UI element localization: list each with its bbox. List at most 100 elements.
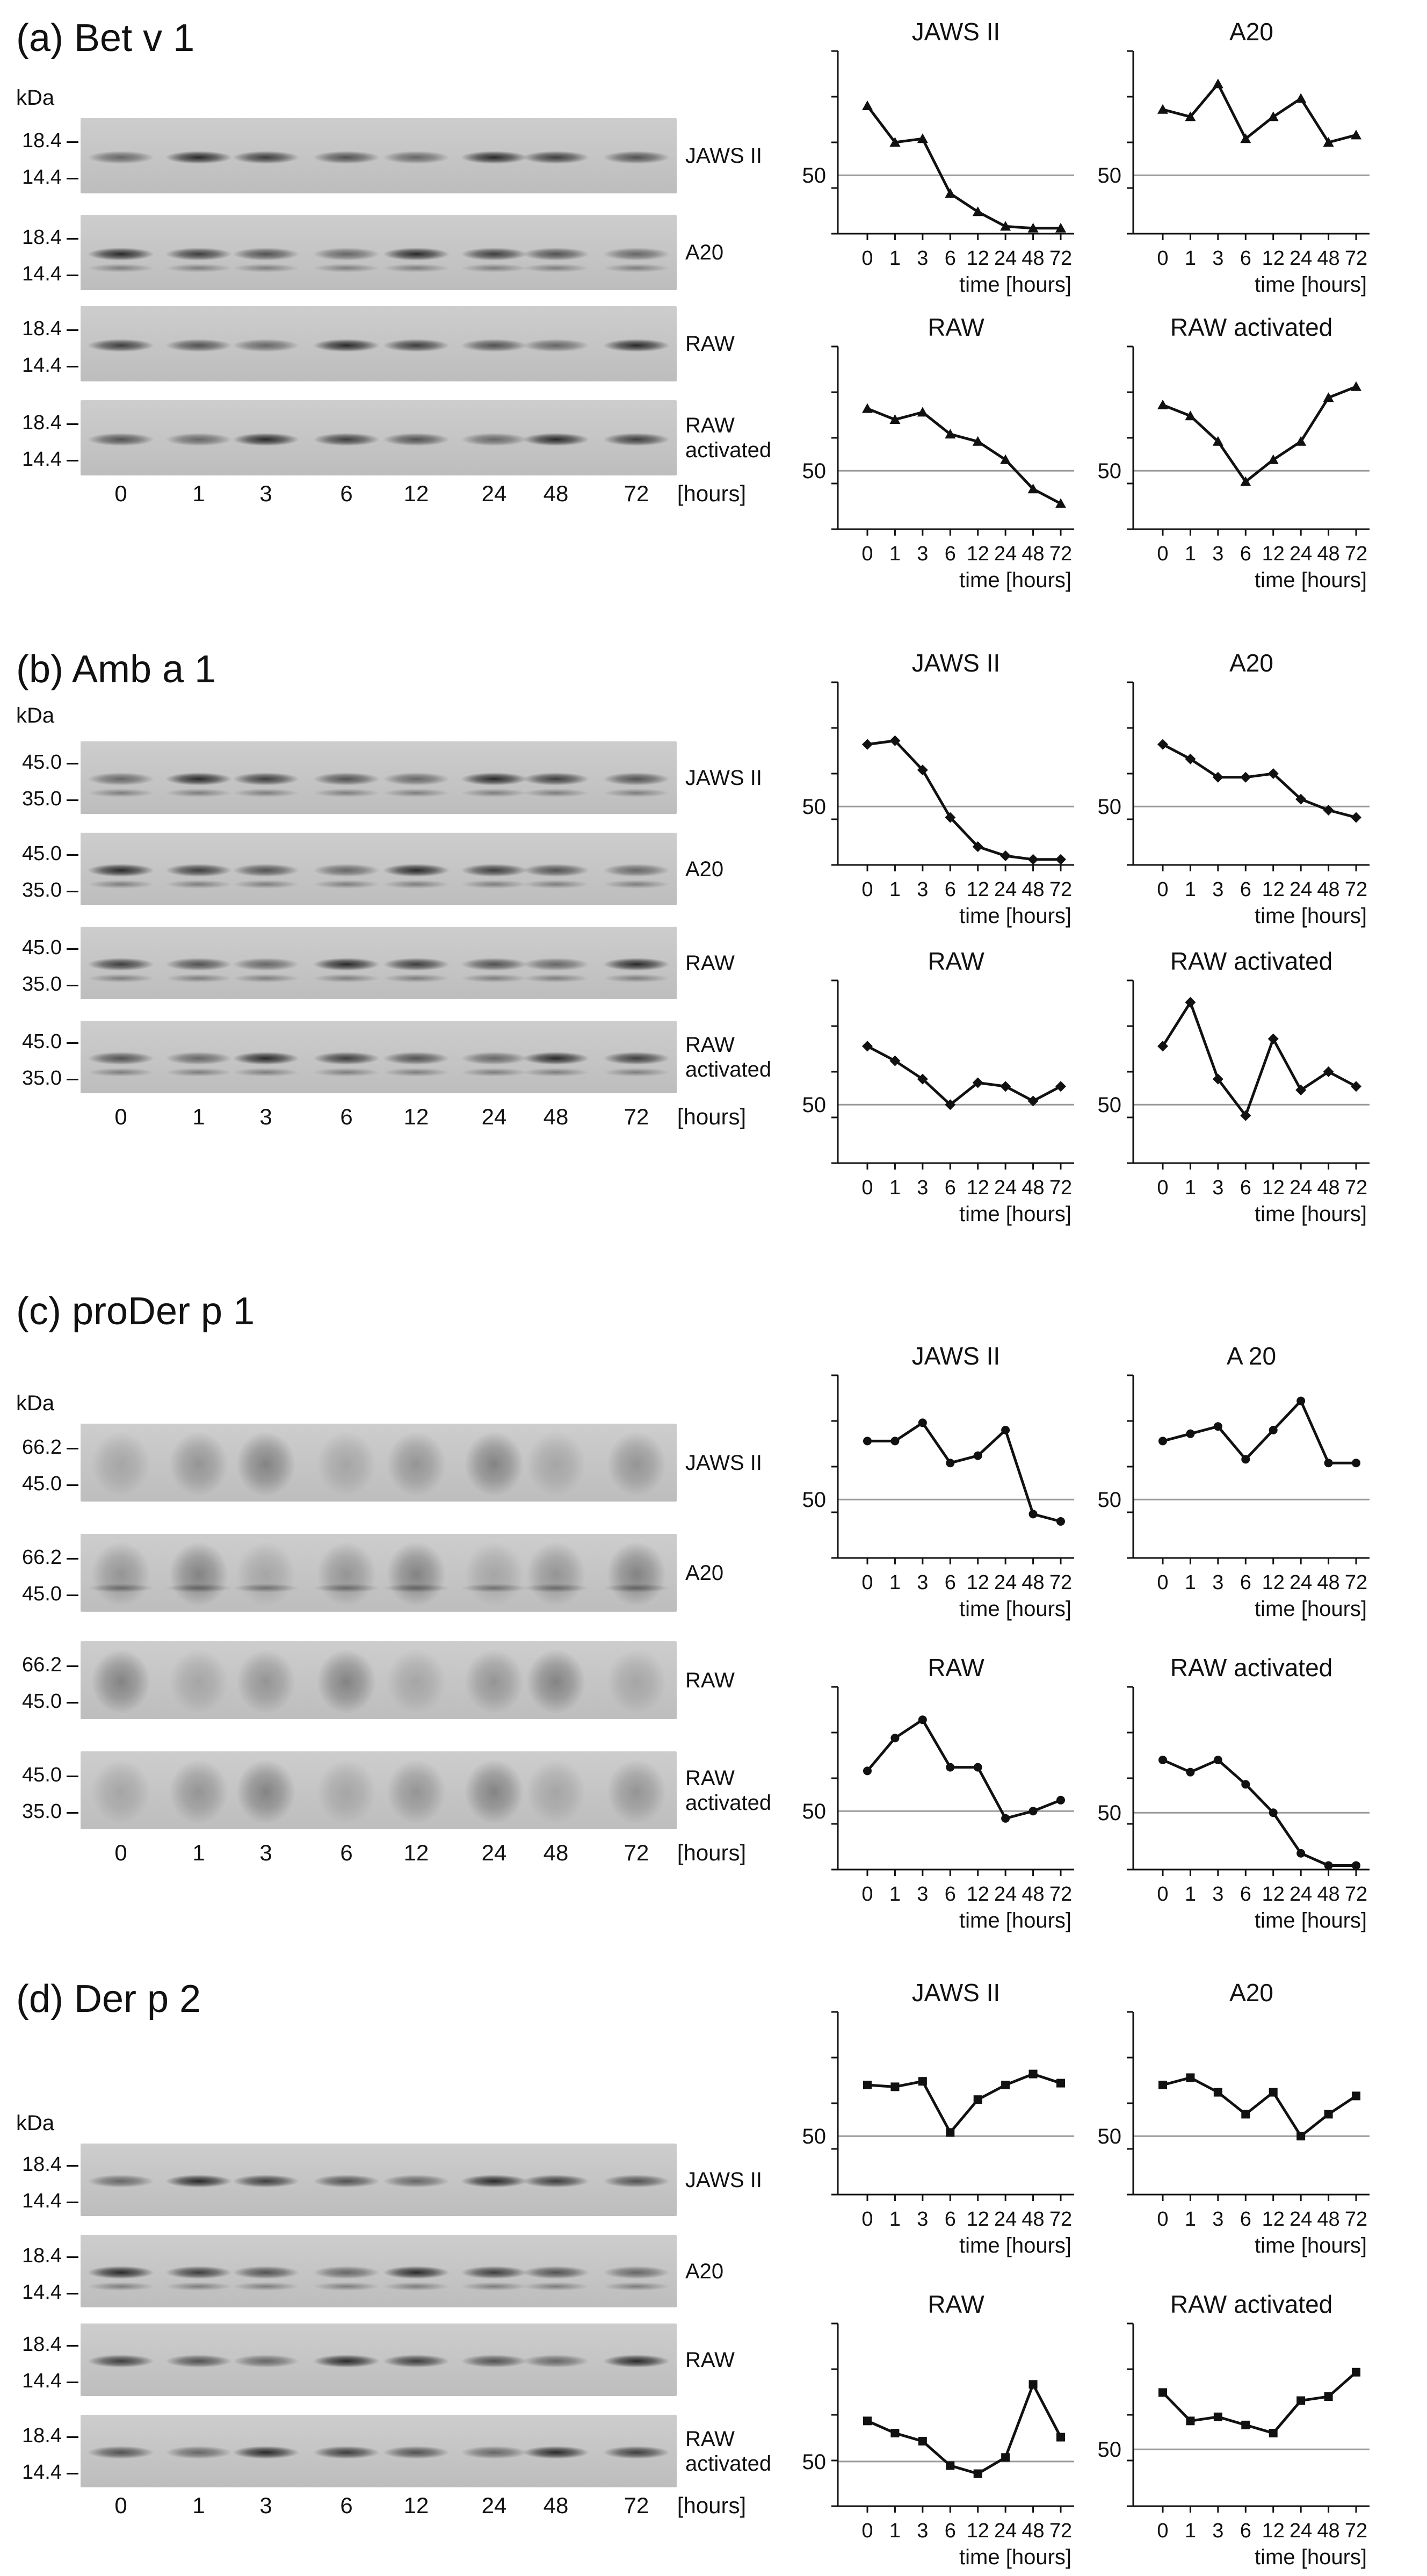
- mw-marker-tick: [67, 1042, 78, 1044]
- line-chart: A20 50 0 1 3 6 12 24 48 72 time [hours]: [1098, 18, 1370, 297]
- x-tick-label: 12: [967, 2208, 989, 2231]
- mw-marker-tick: [67, 2202, 78, 2203]
- data-point: [1296, 1396, 1306, 1405]
- data-point: [1323, 137, 1334, 147]
- data-point: [1028, 2069, 1038, 2079]
- data-point: [1056, 2433, 1065, 2442]
- panel-title: (a) Bet v 1: [16, 17, 195, 60]
- x-tick-label: 48: [1317, 878, 1339, 901]
- x-axis-label: time [hours]: [959, 1597, 1071, 1621]
- mw-marker-tick: [67, 460, 78, 461]
- data-point: [862, 739, 873, 750]
- data-point: [863, 2416, 872, 2426]
- mw-marker-label: 45.0: [22, 936, 62, 959]
- x-tick-label: 0: [1157, 247, 1168, 270]
- data-point: [1213, 1756, 1222, 1764]
- mw-marker-label: 14.4: [22, 2461, 62, 2484]
- data-point: [1027, 222, 1039, 233]
- data-point: [890, 1734, 900, 1743]
- mw-marker-label: 35.0: [22, 1067, 62, 1089]
- x-tick-label: 12: [967, 1177, 989, 1199]
- data-point: [1000, 850, 1011, 861]
- y-tick-label: 50: [802, 1093, 827, 1117]
- lane-label: 12: [403, 1840, 429, 1865]
- data-point: [1241, 2420, 1250, 2429]
- x-tick-label: 12: [967, 1883, 989, 1906]
- data-point: [1269, 1808, 1278, 1817]
- x-tick-label: 0: [861, 1571, 873, 1594]
- mw-marker-label: 35.0: [22, 788, 62, 810]
- cell-line-label: RAW activated: [685, 2427, 772, 2476]
- line-chart: A 20 50 0 1 3 6 12 24 48 72 time [hours]: [1098, 1342, 1370, 1621]
- data-point: [1352, 2368, 1360, 2377]
- data-point: [1186, 2073, 1195, 2082]
- data-line: [866, 2381, 1062, 2476]
- mw-marker-label: 18.4: [22, 226, 62, 249]
- data-point: [1351, 381, 1361, 391]
- data-point: [863, 1766, 872, 1776]
- mw-marker-label: 14.4: [22, 448, 62, 471]
- data-point: [1027, 484, 1039, 494]
- data-point: [1241, 2110, 1250, 2119]
- lane-label: 3: [259, 1104, 272, 1129]
- data-point: [918, 1418, 927, 1427]
- x-tick-label: 3: [917, 247, 928, 270]
- data-point: [1212, 771, 1223, 783]
- x-tick-label: 6: [1240, 1571, 1251, 1594]
- mw-marker-tick: [67, 891, 78, 892]
- line-chart: JAWS II 50 0 1 3 6 12 24 48 72 time [hours]: [802, 1342, 1074, 1621]
- kda-label: kDa: [16, 2111, 55, 2135]
- x-tick-label: 0: [861, 1177, 873, 1199]
- data-line: [1161, 999, 1357, 1119]
- data-point: [1240, 133, 1251, 143]
- data-point: [1295, 436, 1307, 446]
- lane-label: 72: [624, 2493, 649, 2518]
- y-tick-label: 50: [802, 1488, 827, 1512]
- lane-label: 48: [543, 2493, 569, 2518]
- data-point: [1158, 1437, 1167, 1446]
- mw-marker-label: 45.0: [22, 1764, 62, 1786]
- data-point: [918, 1715, 927, 1724]
- data-point: [1324, 1861, 1333, 1870]
- data-line: [1162, 81, 1357, 144]
- cell-line-label: JAWS II: [685, 766, 762, 790]
- y-tick-label: 50: [1098, 2438, 1122, 2462]
- data-point: [945, 1099, 956, 1110]
- mw-marker-tick: [67, 1448, 78, 1449]
- x-tick-label: 3: [1212, 247, 1223, 270]
- data-point: [1185, 753, 1196, 764]
- data-point: [946, 2461, 955, 2470]
- mw-marker-tick: [67, 366, 78, 367]
- x-tick-label: 12: [1262, 247, 1285, 270]
- data-point: [1055, 1081, 1066, 1092]
- lane-label: 12: [403, 481, 429, 506]
- data-point: [1351, 129, 1361, 140]
- x-tick-label: 72: [1049, 1177, 1072, 1199]
- mw-marker-label: 18.4: [22, 2153, 62, 2176]
- x-tick-label: 12: [967, 1571, 989, 1594]
- data-point: [945, 188, 956, 198]
- data-point: [1158, 2081, 1167, 2089]
- data-point: [1295, 1085, 1307, 1095]
- western-blot-1: [81, 118, 677, 193]
- data-point: [889, 414, 901, 424]
- lane-label: 48: [543, 1840, 569, 1865]
- lane-label: 0: [114, 1840, 127, 1865]
- western-blot-2: [81, 1534, 677, 1612]
- x-tick-label: 12: [1262, 543, 1285, 565]
- cell-line-label: RAW activated: [685, 414, 772, 462]
- data-line: [1162, 2371, 1357, 2435]
- mw-marker-tick: [67, 1776, 78, 1777]
- x-tick-label: 12: [967, 543, 989, 565]
- mw-marker-tick: [67, 2436, 78, 2438]
- chart-title: RAW: [928, 947, 984, 975]
- x-tick-label: 1: [1185, 543, 1196, 565]
- data-point: [973, 1763, 982, 1772]
- mw-marker-label: 45.0: [22, 1030, 62, 1053]
- x-axis-label: time [hours]: [959, 568, 1071, 592]
- data-point: [917, 1073, 928, 1085]
- x-axis-label: time [hours]: [1255, 1909, 1367, 1932]
- data-point: [1027, 854, 1039, 865]
- western-blot-4: [81, 1751, 677, 1829]
- data-point: [1296, 2132, 1306, 2141]
